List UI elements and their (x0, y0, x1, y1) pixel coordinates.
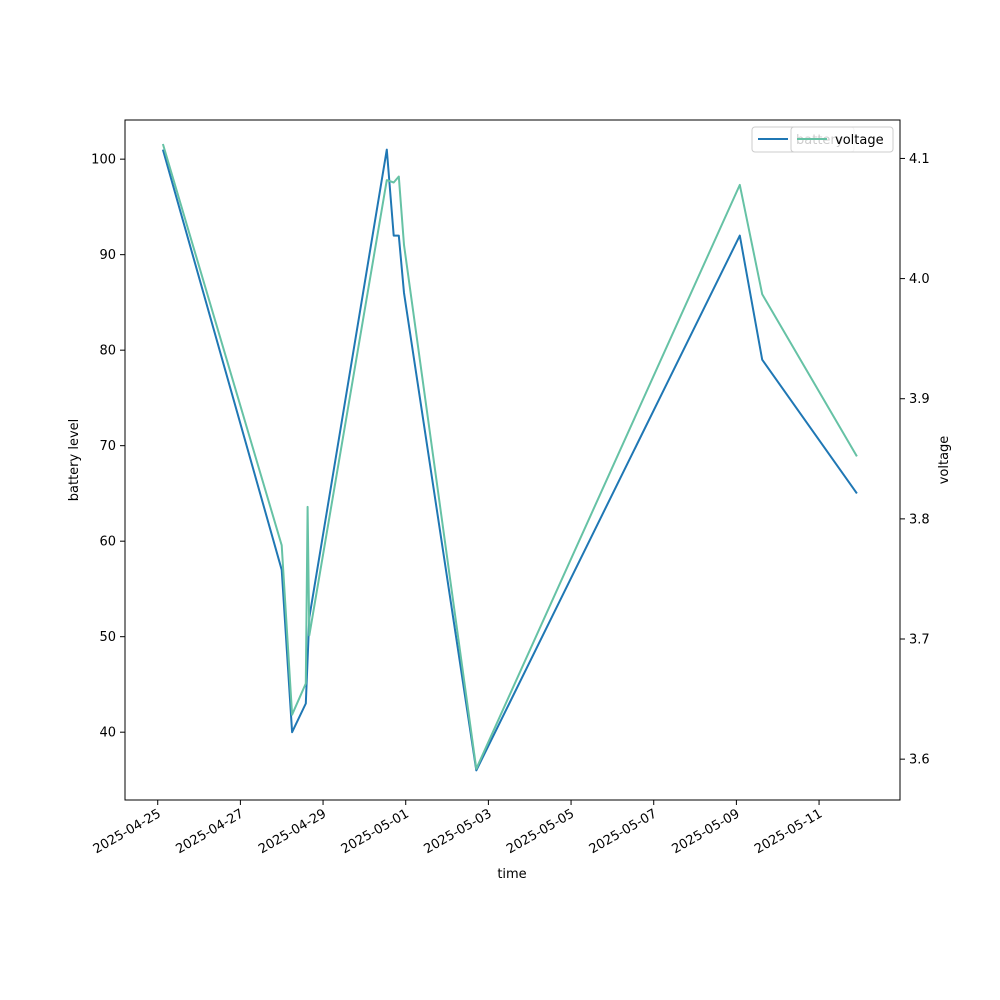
y2-tick-label: 4.0 (909, 272, 930, 287)
x-tick-label: 2025-05-09 (669, 806, 742, 857)
y2-tick-label: 3.7 (909, 633, 930, 648)
y2-tick-label: 4.1 (909, 152, 930, 167)
x-tick-label: 2025-05-05 (504, 806, 577, 857)
series-line-battery (161, 148, 858, 772)
legend-voltage-frame (790, 126, 894, 153)
x-tick-label: 2025-05-11 (752, 806, 825, 857)
plot-lines (161, 143, 858, 772)
y-tick-label: 60 (99, 535, 116, 550)
y-tick-label: 40 (99, 726, 116, 741)
y-tick-label: 50 (99, 630, 116, 645)
x-tick-label: 2025-05-01 (339, 806, 412, 857)
y2-axis-label: voltage (937, 436, 952, 485)
legend-voltage-label: voltage (835, 133, 884, 148)
x-tick-label: 2025-04-25 (91, 806, 164, 857)
x-axis-label: time (497, 867, 526, 882)
x-tick-label: 2025-04-27 (173, 806, 246, 857)
x-tick-label: 2025-05-07 (587, 806, 660, 857)
y2-axis-ticks: 3.6 3.7 3.8 3.9 4.0 4.1 (900, 152, 930, 768)
y-tick-label: 100 (91, 153, 116, 168)
x-axis-ticks: 2025-04-25 2025-04-27 2025-04-29 2025-05-01… (91, 800, 825, 857)
y2-tick-label: 3.9 (909, 392, 930, 407)
y-axis-ticks: 40 50 60 70 80 90 100 (91, 153, 125, 741)
y2-tick-label: 3.6 (909, 753, 930, 768)
y-axis-label: battery level (67, 419, 82, 502)
x-tick-label: 2025-04-29 (256, 806, 329, 857)
legend-voltage: voltage (790, 126, 894, 153)
y-tick-label: 80 (99, 344, 116, 359)
y-tick-label: 70 (99, 439, 116, 454)
plot-frame (124, 119, 901, 801)
y2-tick-label: 3.8 (909, 512, 930, 527)
x-tick-label: 2025-05-03 (421, 806, 494, 857)
series-line-voltage (161, 143, 858, 770)
y-tick-label: 90 (99, 248, 116, 263)
